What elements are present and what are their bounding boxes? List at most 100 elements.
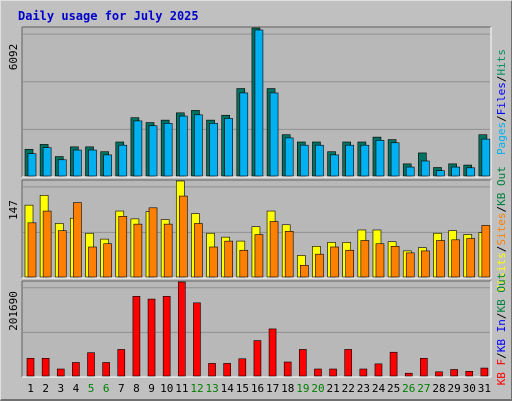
x-tick-label-8: 8 [133,382,140,395]
files-bar-13 [209,123,218,177]
y-max-label: 6092 [7,44,20,71]
kbf-bar-20 [314,368,322,377]
files-bar-3 [57,159,67,177]
sites-bar-5 [88,246,97,278]
files-bar-10 [163,123,173,177]
sites-bar-3 [57,230,67,278]
sites-bar-16 [254,234,264,278]
files-bar-19 [300,144,309,177]
files-bar-4 [73,149,82,177]
sites-bar-12 [194,223,203,278]
x-tick-label-26: 26 [402,382,415,395]
kbf-bar-29 [450,369,458,377]
kbf-bar-4 [72,362,80,377]
kbf-bar-13 [208,363,216,377]
sites-bar-6 [103,243,112,278]
sites-bar-4 [73,202,82,278]
files-bar-25 [390,142,400,177]
x-tick-label-9: 9 [148,382,155,395]
sites-bar-7 [118,216,128,278]
sites-bar-9 [148,207,158,278]
files-bar-28 [436,170,445,177]
kbf-bar-2 [41,357,50,377]
kbf-bar-26 [404,372,413,377]
sites-bar-8 [133,223,143,278]
sites-bar-1 [27,222,37,278]
x-tick-label-16: 16 [251,382,264,395]
kbf-bar-7 [117,349,126,377]
kbf-bar-17 [268,328,277,377]
legend-middle: Visits/Sites/KB Out [495,166,508,292]
sites-bar-15 [239,249,249,278]
sites-bar-13 [209,246,218,278]
sites-bar-27 [421,250,430,278]
sites-bar-21 [330,246,339,278]
x-tick-label-18: 18 [281,382,294,395]
sites-bar-14 [224,240,233,278]
legend-entry: KB In [495,319,508,352]
x-tick-label-29: 29 [448,382,461,395]
x-tick-label-14: 14 [221,382,235,395]
kbf-bar-30 [465,371,474,377]
kbf-bar-18 [283,361,292,377]
kbf-bar-27 [420,357,428,377]
x-tick-label-17: 17 [266,382,279,395]
legend-entry: Sites [495,212,508,245]
sites-bar-23 [360,240,370,278]
files-bar-6 [103,154,112,177]
files-bar-9 [148,125,158,177]
legend-entry: / [495,352,508,359]
legend-entry: KB Out [495,166,508,206]
sites-bar-10 [163,223,173,278]
legend-entry: / [495,115,508,122]
legend-bottom: KB F/KB In/KB Out [495,273,508,386]
x-tick-label-10: 10 [160,382,173,395]
x-tick-label-11: 11 [175,382,188,395]
kbf-bar-9 [147,298,156,377]
kbf-bar-24 [374,363,383,377]
x-tick-label-15: 15 [236,382,249,395]
x-tick-label-31: 31 [478,382,491,395]
files-bar-22 [345,144,355,177]
x-tick-label-28: 28 [432,382,445,395]
kbf-bar-31 [480,367,489,377]
x-tick-label-13: 13 [205,382,218,395]
sites-bar-30 [466,238,476,278]
files-bar-7 [118,144,128,177]
x-tick-label-6: 6 [103,382,110,395]
files-bar-17 [269,92,279,177]
legend-entry: KB F [495,359,508,386]
x-tick-label-21: 21 [327,382,340,395]
x-tick-label-5: 5 [88,382,95,395]
chart-title: Daily usage for July 2025 [18,9,199,23]
files-bar-29 [451,166,460,177]
sites-bar-11 [178,195,188,278]
sites-bar-26 [405,252,415,278]
files-bar-16 [254,29,264,177]
x-tick-label-12: 12 [190,382,203,395]
kbf-bar-21 [329,368,337,377]
x-tick-label-2: 2 [42,382,49,395]
kbf-bar-28 [435,371,443,377]
legend-entry: Hits [495,49,508,76]
kbf-bar-8 [132,296,141,377]
sites-bar-31 [481,225,491,278]
files-bar-2 [42,147,52,177]
sites-bar-20 [315,253,324,278]
x-tick-label-3: 3 [58,382,65,395]
kbf-bar-25 [389,351,398,377]
kbf-bar-10 [162,296,171,377]
x-tick-label-7: 7 [118,382,125,395]
x-tick-label-24: 24 [372,382,386,395]
sites-bar-24 [375,243,385,278]
files-bar-1 [27,153,37,177]
kbf-bar-11 [177,281,186,377]
kbf-bar-12 [193,302,201,377]
files-bar-8 [133,120,143,177]
sites-bar-2 [42,210,52,278]
files-bar-26 [405,166,415,177]
files-bar-24 [375,140,385,177]
